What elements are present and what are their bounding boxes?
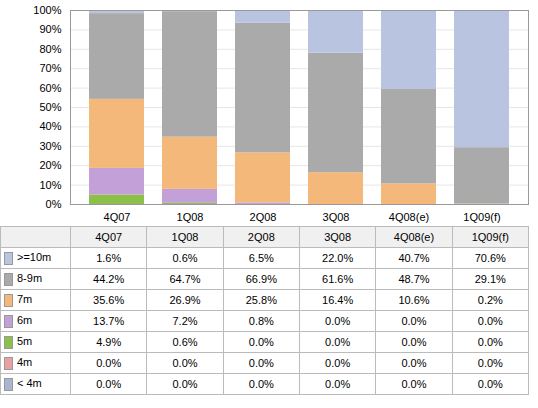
html-text:0.6%: 0.6%	[172, 336, 198, 348]
svg-text:10%: 10%	[39, 179, 61, 191]
html-text:0.0%: 0.0%	[325, 357, 351, 369]
html-text:6m: 6m	[17, 314, 33, 327]
html-text:2Q08: 2Q08	[247, 231, 275, 243]
html-text:4Q08(e): 4Q08(e)	[393, 231, 435, 243]
html-text:22.0%: 22.0%	[322, 252, 354, 264]
html-text:6.5%: 6.5%	[248, 252, 274, 264]
html-text:0.6%: 0.6%	[172, 252, 198, 264]
html-text:7m: 7m	[17, 293, 33, 306]
svg-text:80%: 80%	[39, 43, 61, 55]
html-text:1.6%: 1.6%	[96, 252, 122, 264]
svg-text:0%: 0%	[46, 198, 62, 210]
html-text:0.0%: 0.0%	[401, 315, 427, 327]
html-text:13.7%: 13.7%	[93, 315, 125, 327]
html-text:64.7%: 64.7%	[169, 273, 201, 285]
html-text:0.0%: 0.0%	[172, 378, 198, 390]
html-text:0.0%: 0.0%	[325, 378, 351, 390]
html-text:0.0%: 0.0%	[172, 357, 198, 369]
svg-text:60%: 60%	[39, 82, 61, 94]
html-text:>=10m: >=10m	[17, 251, 52, 264]
html-text:0.8%: 0.8%	[248, 315, 274, 327]
html-text:0.2%: 0.2%	[477, 294, 503, 306]
html-text:66.9%: 66.9%	[245, 273, 277, 285]
svg-text:100%: 100%	[33, 4, 61, 16]
html-text:0.0%: 0.0%	[248, 378, 274, 390]
svg-text:90%: 90%	[39, 23, 61, 35]
svg-text:2Q08: 2Q08	[250, 211, 277, 223]
svg-text:40%: 40%	[39, 120, 61, 132]
svg-text:1Q09(f): 1Q09(f)	[463, 211, 500, 223]
html-text:0.0%: 0.0%	[477, 336, 503, 348]
html-text:44.2%: 44.2%	[93, 273, 125, 285]
html-text:0.0%: 0.0%	[248, 357, 274, 369]
html-text:0.0%: 0.0%	[401, 336, 427, 348]
html-text:4m: 4m	[17, 356, 33, 369]
html-text:< 4m: < 4m	[17, 377, 42, 390]
html-text:3Q08: 3Q08	[324, 231, 352, 243]
html-text:5m: 5m	[17, 335, 33, 348]
svg-text:1Q08: 1Q08	[177, 211, 204, 223]
html-text:7.2%: 7.2%	[172, 315, 198, 327]
html-text:35.6%: 35.6%	[93, 294, 125, 306]
html-text:1Q08: 1Q08	[171, 231, 199, 243]
svg-text:20%: 20%	[39, 159, 61, 171]
html-text:0.0%: 0.0%	[477, 315, 503, 327]
html-text:0.0%: 0.0%	[96, 357, 122, 369]
html-text:29.1%: 29.1%	[474, 273, 506, 285]
html-text:1Q09(f): 1Q09(f)	[471, 231, 509, 243]
html-text:0.0%: 0.0%	[248, 336, 274, 348]
html-text:0.0%: 0.0%	[401, 378, 427, 390]
html-text:0.0%: 0.0%	[477, 357, 503, 369]
html-text:8-9m: 8-9m	[17, 272, 43, 285]
html-text:70.6%: 70.6%	[474, 252, 506, 264]
html-text:4Q07: 4Q07	[95, 231, 123, 243]
html-text:16.4%: 16.4%	[322, 294, 354, 306]
svg-text:3Q08: 3Q08	[323, 211, 350, 223]
html-text:40.7%: 40.7%	[398, 252, 430, 264]
svg-text:30%: 30%	[39, 140, 61, 152]
html-text:0.0%: 0.0%	[401, 357, 427, 369]
svg-text:50%: 50%	[39, 101, 61, 113]
html-text:25.8%: 25.8%	[245, 294, 277, 306]
html-text:10.6%: 10.6%	[398, 294, 430, 306]
svg-text:70%: 70%	[39, 62, 61, 74]
svg-text:4Q08(e): 4Q08(e)	[389, 211, 429, 223]
html-text:26.9%: 26.9%	[169, 294, 201, 306]
html-text:61.6%: 61.6%	[322, 273, 354, 285]
svg-text:4Q07: 4Q07	[104, 211, 131, 223]
html-text:0.0%: 0.0%	[477, 378, 503, 390]
html-text:4.9%: 4.9%	[96, 336, 122, 348]
html-text:48.7%: 48.7%	[398, 273, 430, 285]
html-text:0.0%: 0.0%	[96, 378, 122, 390]
html-text:0.0%: 0.0%	[325, 315, 351, 327]
html-text:0.0%: 0.0%	[325, 336, 351, 348]
